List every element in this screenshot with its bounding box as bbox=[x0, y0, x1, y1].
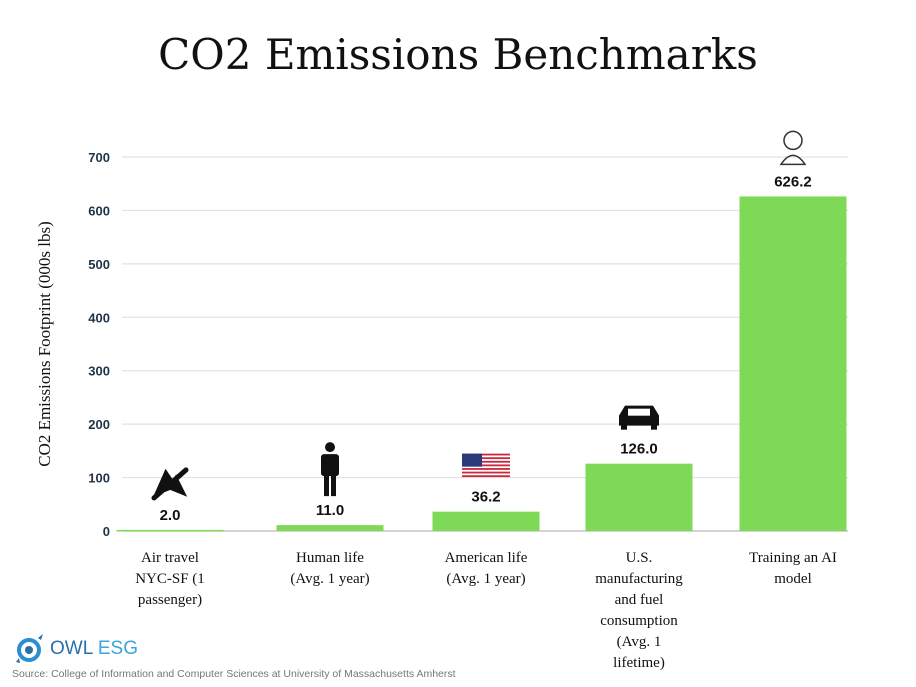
bar bbox=[276, 525, 384, 531]
y-tick-label: 400 bbox=[88, 310, 110, 325]
airplane-icon bbox=[151, 467, 189, 501]
data-label: 36.2 bbox=[471, 489, 500, 506]
y-tick-label: 0 bbox=[103, 524, 110, 539]
logo-text-esg: ESG bbox=[97, 638, 138, 659]
x-tick-label-line: manufacturing bbox=[595, 571, 683, 587]
robot-icon bbox=[779, 130, 807, 166]
bar bbox=[585, 463, 693, 531]
y-tick-label: 200 bbox=[88, 417, 110, 432]
x-tick-label: American life (Avg. 1 year) bbox=[411, 548, 561, 590]
y-tick-label: 700 bbox=[88, 150, 110, 165]
owl-esg-logo: OWL ESG bbox=[12, 632, 138, 666]
person-icon bbox=[321, 442, 339, 497]
logo-text-owl: OWL bbox=[50, 638, 98, 659]
x-tick-label-line: (Avg. 1 bbox=[616, 634, 662, 650]
x-tick-label-line: American life bbox=[444, 550, 528, 566]
x-tick-label-line: and fuel bbox=[614, 592, 664, 608]
x-tick-label: Air travel NYC-SF (1 passenger) bbox=[95, 548, 245, 611]
y-tick-label: 100 bbox=[88, 471, 110, 486]
bar bbox=[739, 196, 847, 531]
bar bbox=[432, 511, 540, 531]
x-tick-label-line: Human life bbox=[296, 550, 364, 566]
x-tick-label-line: lifetime) bbox=[613, 655, 665, 671]
chart-title: CO2 Emissions Benchmarks bbox=[158, 30, 758, 79]
x-tick-label-line: model bbox=[774, 571, 812, 587]
data-label: 2.0 bbox=[160, 507, 181, 524]
x-tick-label: Human life (Avg. 1 year) bbox=[255, 548, 405, 590]
bar bbox=[116, 529, 224, 532]
y-axis-label: CO2 Emissions Footprint (000s lbs) bbox=[35, 221, 54, 467]
y-tick-label: 300 bbox=[88, 364, 110, 379]
car-icon bbox=[619, 405, 659, 430]
x-tick-label: Training an AI model bbox=[718, 548, 868, 590]
x-tick-label-line: Air travel bbox=[141, 550, 199, 566]
data-label: 626.2 bbox=[774, 173, 812, 190]
x-tick-label-line: passenger) bbox=[137, 592, 203, 608]
us-flag-icon bbox=[462, 453, 510, 478]
y-tick-label: 500 bbox=[88, 257, 110, 272]
x-tick-label-line: NYC-SF (1 bbox=[135, 571, 205, 587]
x-tick-label-line: Training an AI bbox=[749, 550, 837, 566]
x-tick-label: U.S. manufacturing and fuel consumption (Avg… bbox=[564, 548, 714, 674]
data-label: 126.0 bbox=[620, 441, 658, 458]
x-tick-label-line: (Avg. 1 year) bbox=[446, 571, 526, 587]
x-tick-label-line: consumption bbox=[600, 613, 678, 629]
y-tick-label: 600 bbox=[88, 203, 110, 218]
source-note: Source: College of Information and Compu… bbox=[12, 668, 456, 680]
x-tick-label-line: U.S. bbox=[625, 550, 653, 566]
owl-eye-icon bbox=[16, 634, 43, 663]
x-tick-label-line: (Avg. 1 year) bbox=[290, 571, 370, 587]
data-label: 11.0 bbox=[316, 502, 344, 519]
